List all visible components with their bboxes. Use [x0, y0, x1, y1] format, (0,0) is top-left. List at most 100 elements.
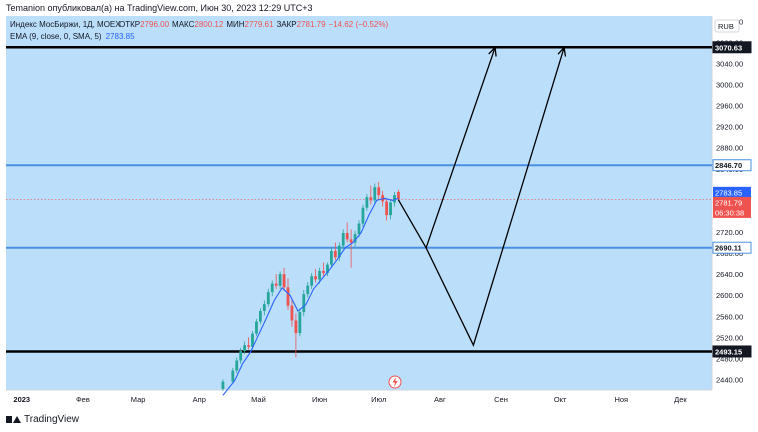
candle-body: [247, 345, 250, 347]
legend-low-label: МИН: [226, 20, 244, 29]
legend-low-value: 2779.61: [245, 20, 274, 29]
candle-body: [365, 197, 369, 208]
level-tag-label: 3070.63: [715, 43, 742, 52]
legend-ohlc: ОТКР2796.00 МАКС2800.12 МИН2779.61 ЗАКР2781…: [119, 20, 388, 29]
candle-body: [341, 233, 345, 246]
candle-body: [255, 321, 258, 334]
legend-change: −14.62 (−0.52%): [329, 20, 389, 29]
candle-body: [329, 250, 333, 265]
currency-button[interactable]: RUB: [714, 19, 740, 33]
x-tick-label: Ноя: [614, 395, 628, 404]
candle-body: [274, 283, 278, 286]
projection-path[interactable]: [425, 47, 565, 347]
candle-body: [243, 345, 247, 352]
chart-area[interactable]: 3120.003080.003040.003000.002960.002920.…: [6, 16, 752, 408]
candle-body: [231, 370, 235, 382]
candle-body: [251, 333, 254, 347]
candle-body: [333, 250, 337, 258]
legend-high-value: 2800.12: [194, 20, 223, 29]
ema-line: [222, 197, 399, 396]
candle-body: [353, 234, 357, 243]
legend: Индекс МосБиржи, 1Д, MOEX ОТКР2796.00 МАК…: [10, 20, 388, 41]
level-tag-label: 2846.70: [715, 161, 742, 170]
candle-body: [349, 239, 353, 243]
price-tag-label: 2783.85: [715, 188, 742, 197]
candle-body: [385, 201, 389, 216]
candle-body: [393, 195, 396, 203]
x-tick-label: 2023: [13, 395, 30, 404]
candle-body: [361, 207, 365, 224]
projection-arrowhead: [557, 46, 567, 57]
level-tag-label: 2493.15: [715, 347, 742, 356]
x-axis-ticks: 2023 Фев Мар Апр Май Июн Июл Авг Сен Окт Ноя Дек: [13, 395, 687, 404]
y-tick-label: 2480.00: [716, 354, 743, 363]
price-tag-last: [713, 196, 751, 208]
candles: [221, 181, 400, 392]
legend-ema-value: 2783.85: [106, 32, 135, 41]
projection-arrowhead: [488, 46, 497, 57]
y-tick-label: 3000.00: [716, 80, 743, 89]
candle-body: [221, 381, 225, 389]
publisher-bar: Temanion опубликовал(а) на TradingView.c…: [0, 0, 758, 16]
candle-body: [262, 304, 266, 311]
candle-body: [302, 294, 306, 313]
legend-close-label: ЗАКР: [276, 20, 296, 29]
legend-close-value: 2781.79: [297, 20, 326, 29]
price-tag-ema: [713, 186, 751, 198]
candle-body: [278, 274, 282, 286]
candle-body: [373, 187, 377, 201]
price-tag-label: 06:30:38: [715, 208, 744, 217]
publisher-line: Temanion опубликовал(а) на TradingView.c…: [6, 3, 313, 13]
candle-body: [270, 283, 274, 293]
footer: TradingView: [6, 414, 79, 425]
candle-body: [389, 202, 392, 216]
candle-body: [286, 287, 290, 306]
candle-body: [266, 292, 270, 305]
candle-body: [310, 276, 314, 286]
plot-background: [6, 16, 712, 390]
level-tag: [712, 159, 752, 172]
footer-brand: TradingView: [24, 414, 80, 425]
lightning-icon[interactable]: [388, 375, 402, 389]
price-tag-label: 2781.79: [715, 198, 742, 207]
y-tick-label: 2880.00: [716, 144, 743, 153]
candle-body: [322, 270, 325, 274]
legend-symbol: Индекс МосБиржи, 1Д, MOEX: [10, 20, 121, 29]
candle-body: [294, 320, 298, 334]
candle-body: [282, 274, 286, 288]
candle-body: [377, 187, 381, 196]
y-tick-label: 2440.00: [716, 375, 743, 384]
legend-ema: EMA (9, close, 0, SMA, 5) 2783.85: [10, 32, 135, 41]
candle-body: [239, 351, 243, 361]
x-tick-label: Июл: [371, 395, 386, 404]
price-tag-countdown: [713, 206, 751, 218]
candle-body: [306, 285, 310, 295]
x-tick-label: Июн: [312, 395, 327, 404]
legend-open-value: 2796.00: [140, 20, 169, 29]
candle-body: [397, 191, 400, 200]
legend-ema-label: EMA (9, close, 0, SMA, 5): [10, 32, 102, 41]
y-tick-label: 2520.00: [716, 333, 743, 342]
y-tick-label: 2960.00: [716, 102, 743, 111]
x-tick-label: Авг: [434, 395, 446, 404]
y-tick-label: 2600.00: [716, 291, 743, 300]
legend-high-label: МАКС: [172, 20, 195, 29]
x-tick-label: Дек: [674, 395, 687, 404]
legend-open-label: ОТКР: [119, 20, 140, 29]
y-tick-label: 2920.00: [716, 123, 743, 132]
projection-arrows: [397, 46, 567, 347]
y-tick-label: 2720.00: [716, 228, 743, 237]
y-tick-label: 2560.00: [716, 312, 743, 321]
currency-label[interactable]: RUB: [718, 22, 734, 31]
y-tick-label: 3040.00: [716, 59, 743, 68]
x-tick-label: Апр: [193, 395, 206, 404]
horizontal-levels: 3070.63 2846.70 2690.11 2493.15: [6, 41, 752, 358]
level-tag: [712, 41, 752, 54]
candle-body: [235, 360, 239, 371]
x-tick-label: Окт: [554, 395, 567, 404]
chart-svg[interactable]: 3120.003080.003040.003000.002960.002920.…: [6, 16, 752, 408]
time-axis-background: [6, 390, 712, 408]
candle-body: [298, 312, 302, 334]
level-tag: [712, 345, 752, 358]
